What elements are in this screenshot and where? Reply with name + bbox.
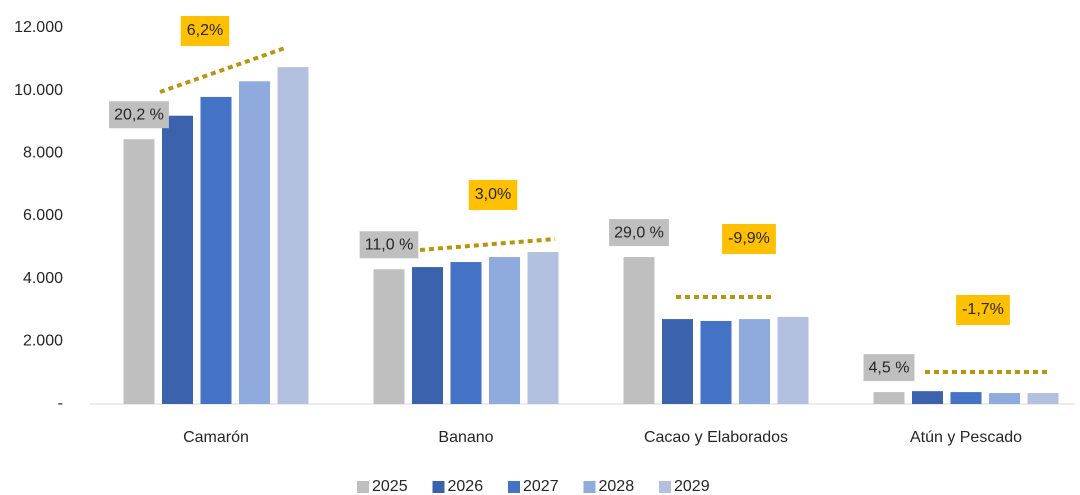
growth-label-box — [468, 180, 518, 210]
growth-label-box — [180, 16, 230, 46]
bar — [200, 96, 232, 404]
y-tick-label: - — [58, 395, 63, 412]
bar — [412, 267, 443, 404]
legend-swatch — [583, 481, 596, 493]
x-tick-label: Atún y Pescado — [910, 429, 1022, 446]
share-label-box — [863, 354, 915, 382]
share-label: 29,0 % — [614, 224, 664, 241]
y-tick-label: 8.000 — [23, 145, 63, 162]
x-tick-label: Camarón — [183, 429, 249, 446]
bar — [700, 320, 732, 404]
bar — [277, 67, 309, 405]
y-tick-label: 10.000 — [14, 82, 63, 99]
x-tick-label: Banano — [438, 429, 493, 446]
legend-swatch — [432, 481, 445, 493]
legend-swatch — [508, 481, 520, 493]
share-label: 4,5 % — [869, 359, 910, 376]
trend-line — [419, 237, 556, 252]
growth-label: 3,0% — [475, 186, 511, 203]
share-label: 11,0 % — [365, 236, 414, 253]
y-tick-label: 2.000 — [23, 333, 63, 350]
x-tick-label: Cacao y Elaborados — [644, 429, 788, 446]
bar — [373, 269, 405, 404]
legend-swatch — [357, 481, 369, 493]
growth-label: -1,7% — [962, 301, 1004, 318]
bar — [950, 392, 982, 404]
bar — [873, 392, 905, 404]
y-tick-label: 12.000 — [14, 19, 63, 36]
legend-label: 2029 — [674, 478, 710, 495]
share-label-box — [609, 219, 669, 247]
y-tick-label: 4.000 — [23, 270, 63, 287]
bar — [450, 262, 482, 404]
y-tick-label: 6.000 — [23, 207, 63, 224]
legend-label: 2027 — [523, 478, 559, 495]
bar — [777, 316, 809, 404]
bar — [912, 391, 943, 404]
bar — [527, 252, 559, 404]
growth-label: 6,2% — [187, 22, 223, 39]
bar — [623, 257, 655, 404]
growth-label-box — [722, 224, 776, 254]
bar — [739, 319, 770, 404]
bar — [662, 319, 693, 404]
legend-label: 2025 — [372, 478, 408, 495]
share-label-box — [359, 231, 419, 259]
bar — [239, 81, 270, 405]
growth-label: -9,9% — [728, 230, 770, 247]
bar — [123, 139, 155, 404]
share-label: 20,2 % — [114, 106, 164, 123]
bar — [1027, 393, 1059, 404]
legend-swatch — [659, 481, 671, 493]
bar — [489, 257, 520, 404]
trend-line — [159, 46, 286, 94]
bar — [162, 115, 193, 404]
share-label-box — [109, 101, 169, 129]
bar — [989, 393, 1020, 404]
legend-label: 2028 — [599, 478, 635, 495]
growth-label-box — [956, 295, 1010, 325]
legend-label: 2026 — [448, 478, 484, 495]
